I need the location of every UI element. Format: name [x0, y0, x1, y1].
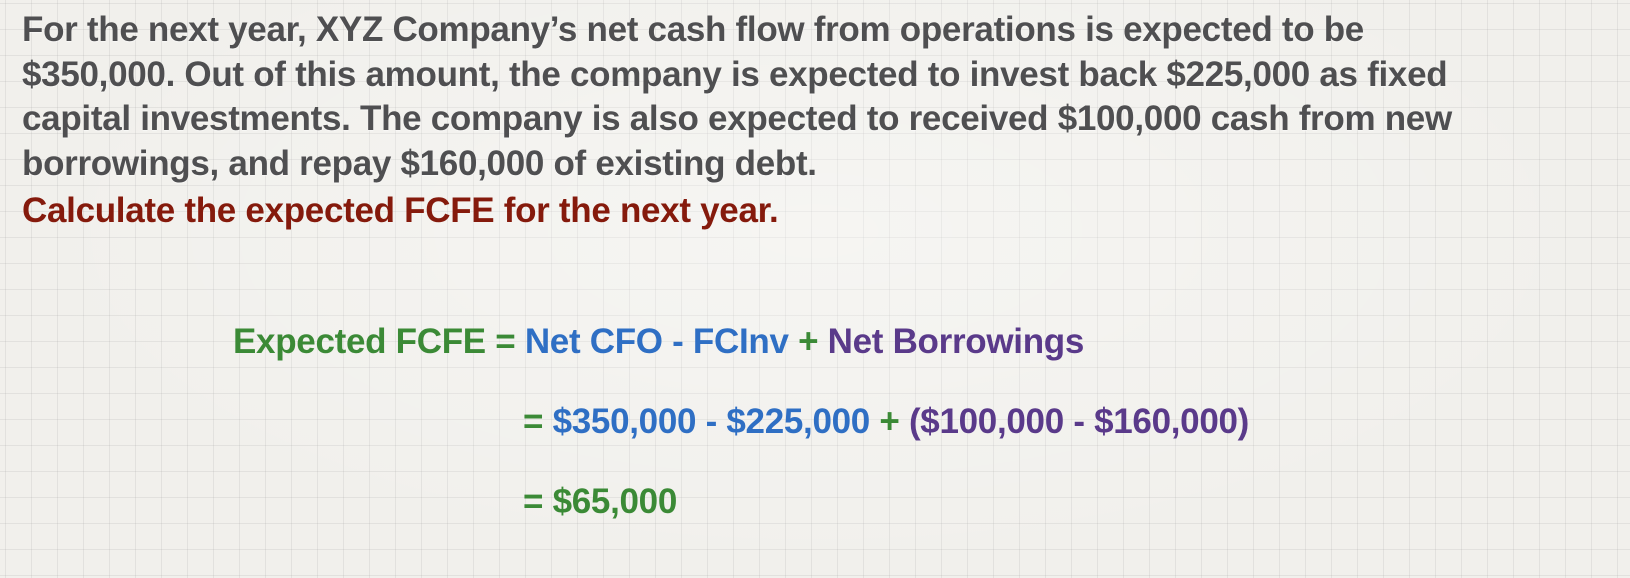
formula-lhs: Expected FCFE	[233, 322, 486, 361]
formula-term-cfo-fcinv: Net CFO - FCInv	[524, 322, 789, 361]
problem-statement: For the next year, XYZ Company’s net cas…	[22, 8, 1612, 186]
substitution-term-net-borrowings: ($100,000 - $160,000)	[908, 402, 1250, 441]
formula-equals: =	[485, 322, 525, 361]
problem-line-3: capital investments. The company is also…	[22, 99, 1452, 138]
result-equals: =	[523, 482, 553, 521]
substitution-equals: =	[523, 402, 553, 441]
formula-line: Expected FCFE = Net CFO - FCInv + Net Bo…	[233, 322, 1084, 362]
substitution-plus: +	[869, 402, 909, 441]
problem-line-1: For the next year, XYZ Company’s net cas…	[22, 10, 1364, 49]
formula-term-net-borrowings: Net Borrowings	[827, 322, 1085, 361]
question: Calculate the expected FCFE for the next…	[22, 191, 779, 230]
problem-line-4: borrowings, and repay $160,000 of existi…	[22, 143, 817, 183]
formula-plus: +	[788, 322, 828, 361]
result-line: = $65,000	[523, 482, 677, 522]
result-value: $65,000	[552, 482, 678, 521]
substitution-line: = $350,000 - $225,000 + ($100,000 - $160…	[523, 402, 1249, 442]
substitution-term-cfo-fcinv: $350,000 - $225,000	[552, 402, 871, 441]
problem-line-2: $350,000. Out of this amount, the compan…	[22, 54, 1448, 94]
